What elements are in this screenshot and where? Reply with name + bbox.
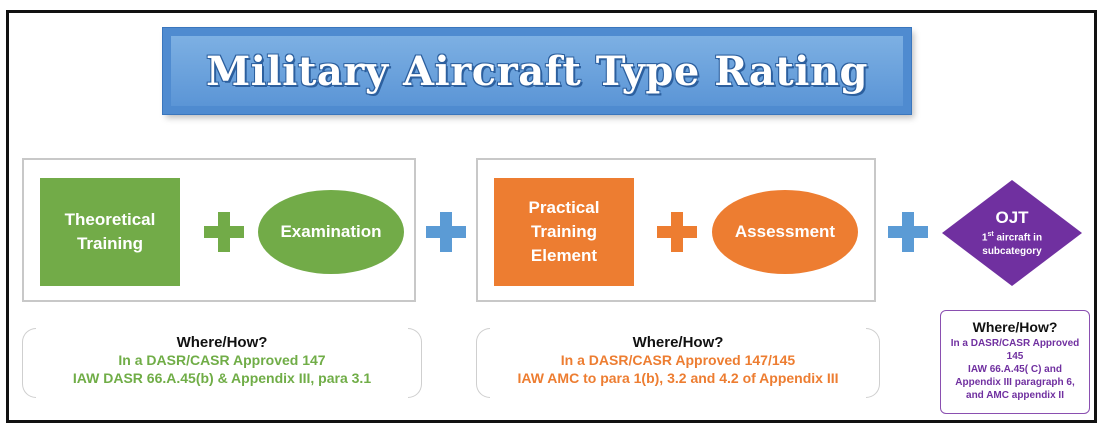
where-how-right: Where/How? In a DASR/CASR Approved 145 I… [940, 310, 1090, 414]
diagram-title: Military Aircraft Type Rating [205, 47, 869, 95]
where-how-middle-line1: In a DASR/CASR Approved 147/145 [560, 352, 796, 368]
examination-ellipse: Examination [258, 190, 404, 274]
plus-icon [888, 212, 928, 252]
theoretical-training-box: Theoretical Training [40, 178, 180, 286]
where-how-left-line2: IAW DASR 66.A.45(b) & Appendix III, para… [72, 370, 372, 386]
ojt-title: OJT [995, 208, 1029, 228]
examination-label: Examination [280, 222, 382, 241]
where-how-right-line1: In a DASR/CASR Approved 145 [950, 338, 1080, 362]
title-banner: Military Aircraft Type Rating [163, 28, 911, 114]
where-how-right-title: Where/How? [972, 319, 1058, 335]
where-how-left: Where/How? In a DASR/CASR Approved 147 I… [22, 328, 422, 398]
where-how-left-line1: In a DASR/CASR Approved 147 [118, 352, 326, 368]
ojt-diamond: OJT 1st aircraft in subcategory [940, 178, 1084, 288]
plus-icon [426, 212, 466, 252]
assessment-label: Assessment [734, 222, 836, 241]
where-how-middle: Where/How? In a DASR/CASR Approved 147/1… [476, 328, 880, 398]
practical-training-label: Practical Training Element [528, 198, 600, 265]
plus-icon [657, 212, 697, 252]
where-how-middle-title: Where/How? [632, 334, 724, 351]
ojt-subtitle: 1st aircraft in subcategory [981, 231, 1043, 257]
theoretical-training-label: Theoretical Training [64, 210, 156, 253]
where-how-middle-line2: IAW AMC to para 1(b), 3.2 and 4.2 of App… [517, 370, 839, 386]
plus-icon [204, 212, 244, 252]
practical-training-box: Practical Training Element [494, 178, 634, 286]
where-how-left-title: Where/How? [176, 334, 268, 351]
where-how-right-line2: IAW 66.A.45( C) and Appendix III paragra… [955, 364, 1075, 401]
assessment-ellipse: Assessment [712, 190, 858, 274]
